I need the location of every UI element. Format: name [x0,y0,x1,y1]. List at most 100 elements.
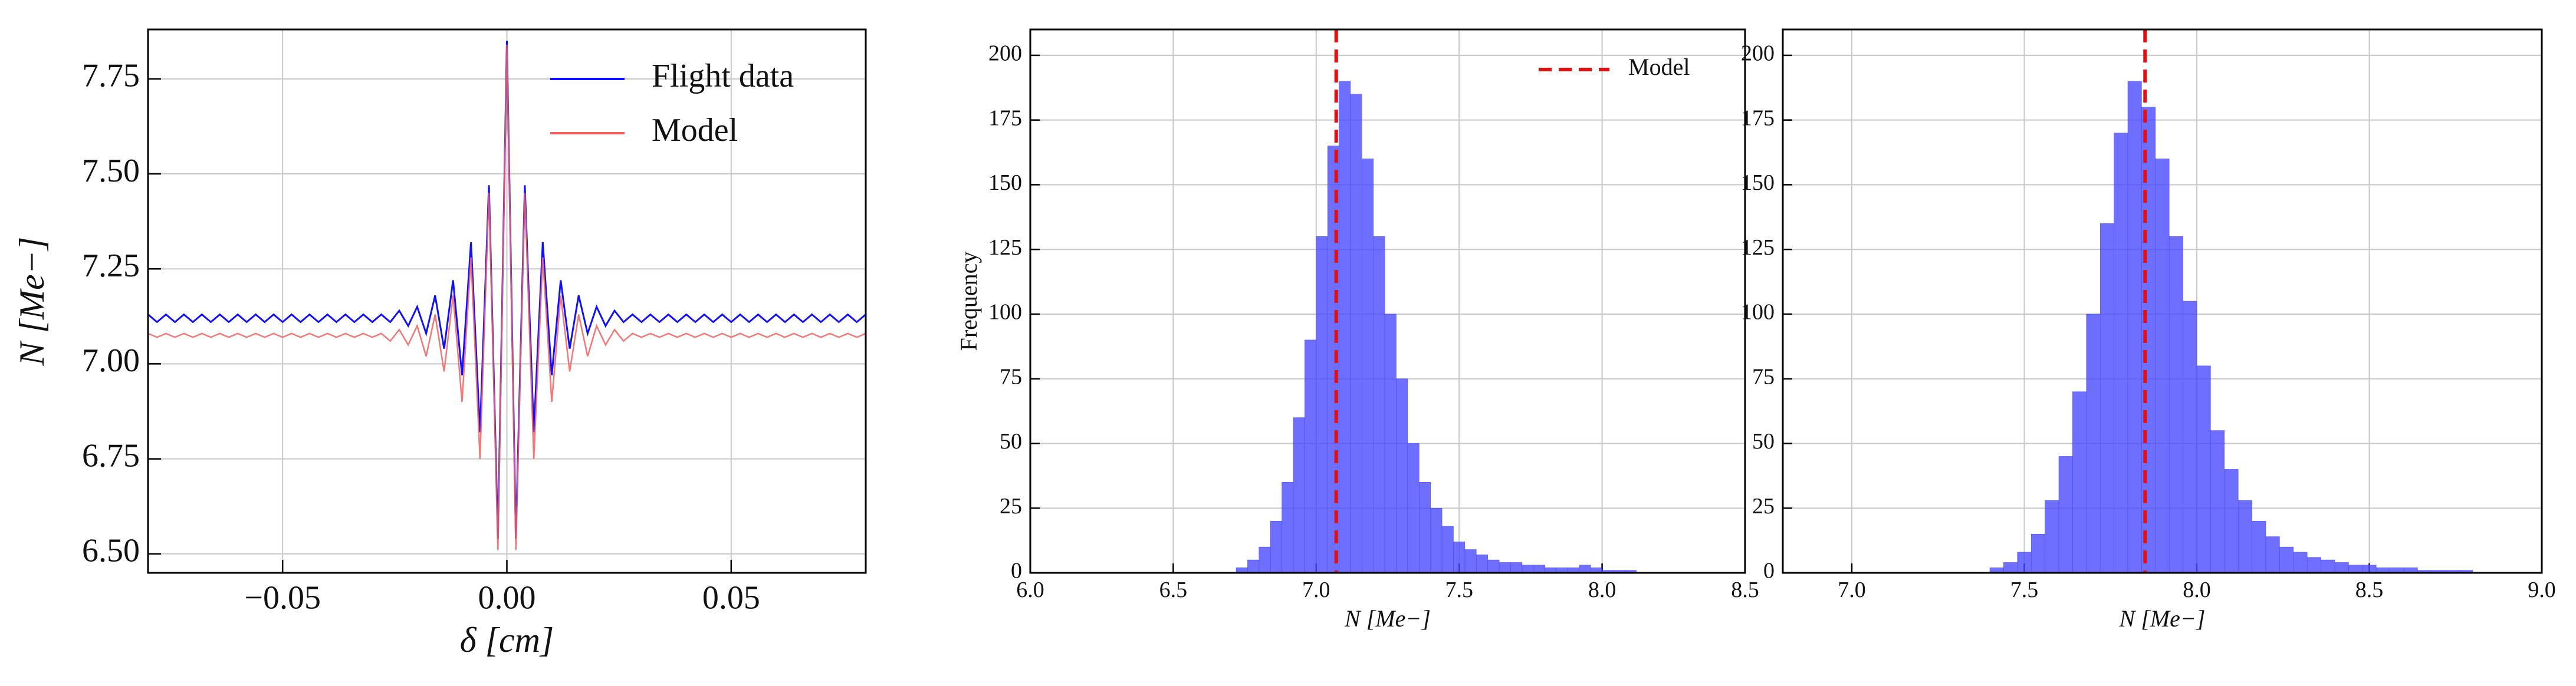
hist-bar [1282,482,1294,573]
y-tick-label: 75 [1752,364,1775,389]
hist-bar [2155,159,2170,573]
hist-bar [2168,236,2183,573]
data-line [148,41,866,539]
x-tick-label: 9.0 [2528,578,2556,602]
hist-bar [1522,565,1534,573]
hist-bar [1270,520,1282,573]
hist-bar [2252,520,2266,573]
y-tick-label: 6.75 [82,437,140,474]
hist-bar [1350,94,1362,573]
x-tick-label: 8.5 [1731,578,1759,602]
y-tick-label: 50 [1000,429,1022,454]
hist-bar [2348,565,2363,573]
y-tick-label: 150 [988,170,1022,195]
hist-bar [1499,562,1511,573]
x-tick-label: 6.5 [1159,578,1188,602]
hist-bar [2003,562,2018,573]
y-tick-label: 200 [1741,41,1775,66]
hist-bar [1373,236,1385,573]
hist-bar [2265,536,2280,573]
hist-bar [2183,301,2197,573]
x-tick-label: 7.0 [1302,578,1330,602]
y-tick-label: 0 [1011,559,1022,583]
hist-bar [1510,562,1523,573]
y-axis-label: Frequency [955,252,982,351]
hist-bar [1430,507,1443,573]
hist-bar [1487,559,1500,573]
y-tick-label: 6.50 [82,533,140,569]
hist-bar [1419,482,1431,573]
hist-bar [2072,391,2087,573]
y-tick-label: 7.25 [82,248,140,284]
x-tick-label: 8.0 [2183,578,2211,602]
hist-bar [1476,555,1488,573]
y-tick-label: 200 [988,41,1022,66]
x-tick-label: 0.00 [478,579,536,616]
hist-bar [2196,365,2211,573]
hist-bar [2334,562,2349,573]
x-axis-label: N [Me−] [1344,605,1431,632]
hist-bar [2321,559,2335,573]
hist-bar [1464,549,1477,573]
y-tick-label: 75 [1000,364,1022,389]
legend-label: Model [652,112,738,149]
hist-bar [2127,81,2142,573]
hist-bar [2362,565,2377,573]
hist-bar [2114,133,2128,573]
hist-bar [2279,546,2294,573]
y-tick-label: 125 [1741,235,1775,260]
legend-label: Flight data [652,58,794,94]
y-tick-label: 7.50 [82,153,140,189]
plot-frame [1782,28,2543,574]
y-tick-label: 100 [988,300,1022,325]
y-tick-label: 175 [1741,105,1775,130]
hist-bar [2058,456,2073,573]
x-tick-label: 6.0 [1016,578,1044,602]
hist-bar [1247,559,1260,573]
y-tick-label: 7.75 [82,58,140,94]
hist-bar [2210,430,2225,573]
hist-bar [2237,500,2252,573]
y-tick-label: 125 [988,235,1022,260]
hist-bar [2306,557,2321,573]
y-tick-label: 25 [1752,494,1775,519]
hist-bar [2045,500,2059,573]
x-tick-label: 0.05 [702,579,760,616]
hist-bar [1305,339,1317,573]
hist-bar [1453,542,1466,573]
y-tick-label: 150 [1741,170,1775,195]
y-tick-label: 100 [1741,300,1775,325]
hist-bar [1396,378,1408,573]
hist-bar [1339,81,1351,573]
y-tick-label: 0 [1763,559,1775,583]
y-tick-label: 7.00 [82,342,140,379]
x-axis-label: N [Me−] [2119,605,2206,632]
hist-bar [2017,552,2032,573]
y-tick-label: 50 [1752,429,1775,454]
y-tick-label: 25 [1000,494,1022,519]
x-tick-label: 7.5 [2010,578,2039,602]
hist-bar [2099,223,2114,573]
hist-bar [1316,236,1328,573]
legend-label: Model [1628,54,1690,80]
hist-bar [1441,526,1454,573]
hist-bar [1407,443,1420,573]
hist-bar [1384,314,1397,573]
hist-bar [2086,314,2101,573]
hist-bar [2224,469,2239,573]
y-axis-label: N [Me−] [12,237,51,367]
plot-frame [147,28,867,574]
hist-bar [1533,565,1545,573]
x-tick-label: 7.5 [1445,578,1473,602]
hist-bar [1259,546,1271,573]
hist-bar [1293,417,1305,573]
data-line [148,44,866,550]
plot-frame [1029,28,1746,574]
hist-bar [1362,159,1374,573]
x-tick-label: 8.0 [1588,578,1616,602]
y-tick-label: 175 [988,105,1022,130]
hist-bar [2293,552,2308,573]
hist-bar [2030,533,2045,573]
x-tick-label: 7.0 [1838,578,1866,602]
